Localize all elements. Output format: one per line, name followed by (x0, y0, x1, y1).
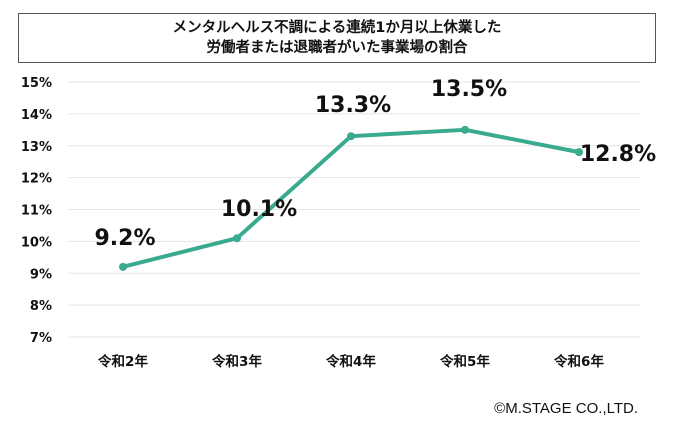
data-label: 13.5% (431, 77, 507, 102)
x-tick-label: 令和5年 (439, 353, 490, 370)
data-point (575, 148, 583, 157)
x-tick-label: 令和4年 (325, 353, 376, 370)
y-tick-label: 14% (21, 108, 52, 123)
data-point (347, 132, 355, 141)
data-label: 9.2% (94, 226, 155, 251)
y-tick-label: 7% (30, 331, 52, 346)
title-line-2: 労働者または退職者がいた事業場の割合 (206, 40, 468, 56)
data-label: 12.8% (580, 142, 656, 167)
data-point (233, 234, 241, 243)
y-tick-label: 10% (21, 235, 52, 250)
y-tick-label: 8% (30, 299, 52, 314)
y-tick-label: 13% (21, 140, 52, 155)
y-tick-label: 11% (21, 204, 52, 219)
x-tick-label: 令和2年 (97, 353, 148, 370)
y-tick-label: 12% (21, 172, 52, 187)
data-point (119, 262, 127, 271)
series-line (122, 127, 580, 269)
y-tick-label: 9% (30, 267, 52, 282)
data-label: 13.3% (315, 93, 391, 118)
chart-title: メンタルヘルス不調による連続1か月以上休業した 労働者または退職者がいた事業場の… (18, 13, 656, 63)
data-point (461, 125, 469, 134)
x-tick-label: 令和6年 (553, 353, 604, 370)
copyright-credit: ©M.STAGE CO.,LTD. (494, 400, 638, 417)
x-tick-label: 令和3年 (211, 353, 262, 370)
y-tick-label: 15% (21, 76, 52, 91)
title-line-1: メンタルヘルス不調による連続1か月以上休業した (172, 20, 502, 36)
data-label: 10.1% (221, 197, 297, 222)
